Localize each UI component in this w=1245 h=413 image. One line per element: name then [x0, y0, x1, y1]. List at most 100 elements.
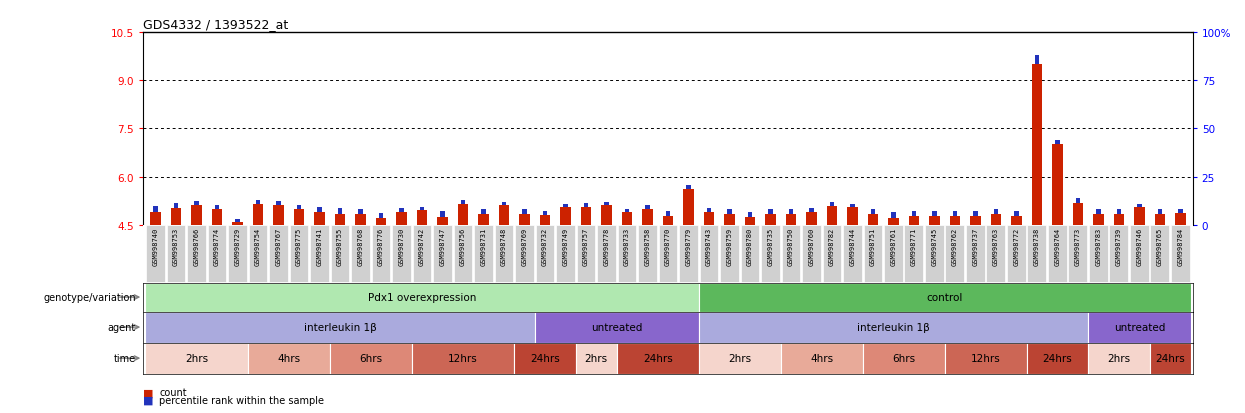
Text: GSM998740: GSM998740 — [152, 227, 158, 265]
Bar — [1155, 215, 1165, 225]
Bar — [581, 207, 591, 225]
Bar — [151, 213, 161, 225]
Bar — [502, 202, 507, 206]
Text: GSM998755: GSM998755 — [337, 227, 342, 265]
Bar — [725, 215, 735, 225]
Bar — [1052, 145, 1062, 225]
Bar — [823, 225, 842, 282]
Text: ■: ■ — [143, 395, 153, 405]
Bar — [952, 211, 957, 216]
Bar — [515, 225, 534, 282]
Bar — [970, 216, 981, 225]
Text: 24hrs: 24hrs — [642, 353, 672, 363]
Bar — [848, 207, 858, 225]
Bar — [1109, 225, 1128, 282]
Bar — [337, 209, 342, 214]
Bar — [194, 201, 199, 206]
Text: GSM998757: GSM998757 — [583, 227, 589, 265]
Text: GSM998749: GSM998749 — [563, 227, 569, 265]
Bar — [478, 215, 488, 225]
Bar — [249, 225, 268, 282]
Bar — [171, 209, 181, 225]
Bar — [888, 218, 899, 225]
Bar — [925, 225, 944, 282]
Bar — [269, 225, 288, 282]
Bar — [802, 225, 820, 282]
Text: GSM998769: GSM998769 — [522, 227, 528, 265]
Bar — [535, 225, 554, 282]
Text: 24hrs: 24hrs — [530, 353, 560, 363]
Text: GSM998751: GSM998751 — [870, 227, 876, 265]
Text: count: count — [159, 387, 187, 397]
Text: GSM998730: GSM998730 — [398, 227, 405, 265]
Bar — [494, 225, 513, 282]
Text: GSM998743: GSM998743 — [706, 227, 712, 265]
Bar — [686, 186, 691, 190]
Bar — [766, 215, 776, 225]
Bar — [809, 209, 814, 213]
Bar — [700, 225, 718, 282]
Bar — [255, 200, 260, 204]
Text: GSM998733: GSM998733 — [624, 227, 630, 265]
Text: genotype/variation: genotype/variation — [44, 292, 136, 302]
Text: 12hrs: 12hrs — [971, 353, 1001, 363]
Text: 4hrs: 4hrs — [810, 353, 833, 363]
Bar — [1076, 199, 1081, 203]
Bar — [412, 343, 514, 374]
Text: ■: ■ — [143, 387, 153, 397]
Bar — [335, 214, 345, 225]
Text: GSM998770: GSM998770 — [665, 227, 671, 265]
Bar — [376, 219, 386, 225]
Text: 6hrs: 6hrs — [893, 353, 915, 363]
Text: GSM998775: GSM998775 — [296, 227, 303, 265]
Bar — [621, 213, 632, 225]
Bar — [187, 225, 205, 282]
Bar — [991, 215, 1001, 225]
Bar — [1048, 225, 1067, 282]
Text: untreated: untreated — [591, 322, 642, 332]
Text: GSM998765: GSM998765 — [1157, 227, 1163, 265]
Bar — [950, 216, 960, 225]
Bar — [782, 225, 801, 282]
Text: control: control — [926, 292, 962, 302]
Bar — [296, 205, 301, 209]
Bar — [330, 343, 412, 374]
Bar — [703, 213, 715, 225]
Bar — [1172, 225, 1190, 282]
Bar — [543, 211, 548, 216]
Bar — [604, 203, 609, 206]
Bar — [637, 225, 657, 282]
Bar — [208, 225, 227, 282]
Bar — [330, 225, 350, 282]
Text: GSM998783: GSM998783 — [1096, 227, 1102, 265]
Bar — [659, 225, 677, 282]
Bar — [1007, 225, 1026, 282]
Bar — [420, 207, 425, 211]
Bar — [662, 216, 674, 225]
Text: GSM998756: GSM998756 — [459, 227, 466, 265]
Bar — [1035, 56, 1040, 65]
Bar — [557, 225, 575, 282]
Bar — [563, 204, 568, 207]
Text: 6hrs: 6hrs — [359, 353, 382, 363]
Text: GSM998780: GSM998780 — [747, 227, 753, 265]
Text: GSM998768: GSM998768 — [357, 227, 364, 265]
Bar — [253, 204, 263, 225]
Bar — [417, 211, 427, 225]
Bar — [727, 210, 732, 215]
Bar — [707, 209, 711, 213]
Text: interleukin 1β: interleukin 1β — [857, 322, 930, 332]
Bar — [433, 225, 452, 282]
Bar — [1089, 225, 1108, 282]
Bar — [310, 225, 329, 282]
Text: GSM998774: GSM998774 — [214, 227, 220, 265]
Bar — [748, 213, 752, 217]
Bar — [146, 343, 248, 374]
Bar — [618, 225, 636, 282]
Text: GSM998729: GSM998729 — [234, 227, 240, 265]
Text: GSM998778: GSM998778 — [604, 227, 610, 265]
Bar — [1093, 215, 1103, 225]
Bar — [584, 203, 588, 207]
Text: 2hrs: 2hrs — [585, 353, 608, 363]
Bar — [827, 206, 837, 225]
